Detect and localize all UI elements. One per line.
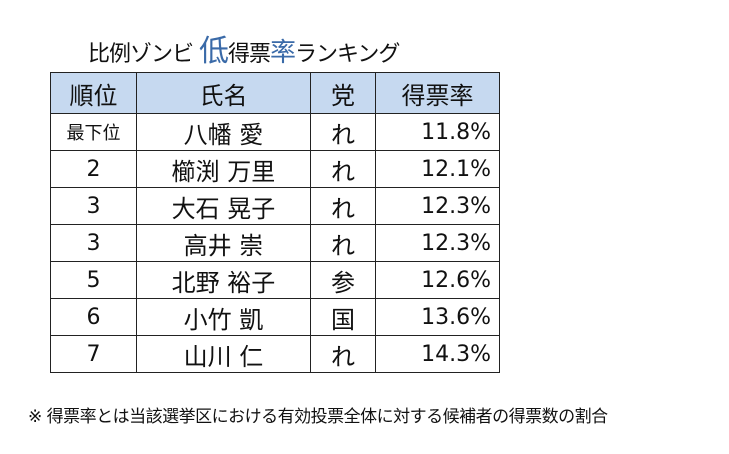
cell-rate: 11.8% — [375, 113, 500, 151]
cell-rate: 14.3% — [375, 335, 500, 373]
cell-name: 八幡 愛 — [136, 113, 311, 151]
cell-name: 山川 仁 — [136, 335, 311, 373]
cell-rate: 12.1% — [375, 150, 500, 188]
cell-rank: 7 — [50, 335, 137, 373]
cell-party: 国 — [310, 298, 376, 336]
cell-rank: 5 — [50, 261, 137, 299]
cell-party: れ — [310, 113, 376, 151]
table-row: 最下位 八幡 愛れ 11.8% — [50, 113, 500, 151]
table-row: 3 大石 晃子れ 12.3% — [50, 187, 500, 225]
cell-rank: 2 — [50, 150, 137, 188]
title-prefix: 比例ゾンビ — [88, 42, 199, 67]
cell-party: 参 — [310, 261, 376, 299]
title-mid: 得票 — [228, 42, 271, 67]
cell-name: 北野 裕子 — [136, 261, 311, 299]
header-rank: 順位 — [50, 72, 137, 114]
cell-party: れ — [310, 150, 376, 188]
title-rate: 率 — [270, 38, 296, 68]
table-row: 3 高井 崇れ 12.3% — [50, 224, 500, 262]
table-row: 7 山川 仁れ 14.3% — [50, 335, 500, 373]
cell-party: れ — [310, 335, 376, 373]
table-row: 5 北野 裕子参 12.6% — [50, 261, 500, 299]
cell-rate: 13.6% — [375, 298, 500, 336]
cell-rank: 6 — [50, 298, 137, 336]
table-row: 6 小竹 凱国 13.6% — [50, 298, 500, 336]
cell-name: 高井 崇 — [136, 224, 311, 262]
cell-rank: 3 — [50, 224, 137, 262]
title-low: 低 — [199, 34, 229, 69]
cell-rate: 12.6% — [375, 261, 500, 299]
cell-rank: 3 — [50, 187, 137, 225]
table-row: 2 櫛渕 万里れ 12.1% — [50, 150, 500, 188]
cell-rate: 12.3% — [375, 187, 500, 225]
footnote: ※ 得票率とは当該選挙区における有効投票全体に対する候補者の得票数の割合 — [28, 407, 608, 427]
cell-name: 櫛渕 万里 — [136, 150, 311, 188]
cell-party: れ — [310, 187, 376, 225]
cell-name: 大石 晃子 — [136, 187, 311, 225]
header-party: 党 — [310, 72, 376, 114]
title-suffix: ランキング — [295, 42, 400, 67]
cell-rank: 最下位 — [50, 113, 137, 151]
header-rate: 得票率 — [375, 72, 500, 114]
cell-party: れ — [310, 224, 376, 262]
cell-name: 小竹 凱 — [136, 298, 311, 336]
header-name: 氏名 — [136, 72, 311, 114]
ranking-table: 順位 氏名 党 得票率 最下位 八幡 愛れ 11.8% 2 櫛渕 万里れ 12.1% 3 大石… — [50, 72, 500, 373]
cell-rate: 12.3% — [375, 224, 500, 262]
page-title: 比例ゾンビ 低得票率ランキング — [88, 26, 400, 70]
table-header: 順位 氏名 党 得票率 — [50, 72, 500, 114]
